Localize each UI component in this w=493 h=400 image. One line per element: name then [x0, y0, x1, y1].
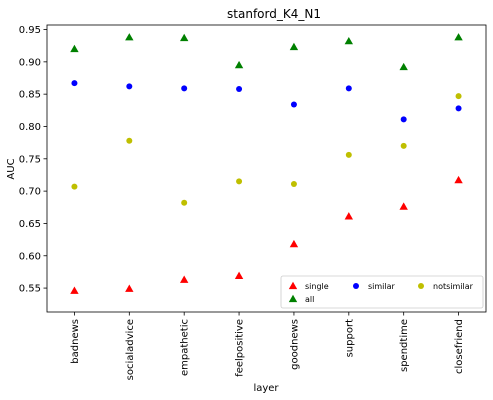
data-point-notsimilar [126, 137, 133, 144]
y-tick-label: 0.90 [19, 57, 41, 68]
data-point-similar [345, 85, 352, 92]
data-point-similar [455, 105, 462, 112]
legend-marker-single [288, 281, 298, 290]
data-point-single [125, 284, 134, 292]
legend-label-all: all [305, 295, 314, 304]
data-point-single [344, 212, 354, 220]
plot-area: 0.55 0.60 0.65 0.70 0.75 0.80 0.85 0.90 0.95 badn… [19, 24, 487, 380]
y-tick-label: 0.65 [19, 219, 41, 230]
legend-label-similar: similar [368, 282, 396, 291]
y-tick-label: 0.70 [19, 187, 41, 198]
data-point-similar [400, 116, 407, 123]
x-axis-label: layer [253, 383, 279, 394]
data-point-single [399, 202, 408, 210]
data-point-all [125, 33, 134, 41]
data-point-notsimilar [345, 151, 352, 158]
legend-marker-similar [353, 283, 359, 289]
legend-label-notsimilar: notsimilar [433, 282, 474, 291]
legend-box [280, 275, 484, 309]
x-tick-label: badnews [70, 319, 81, 364]
data-point-all [399, 62, 408, 71]
plot-frame [46, 24, 487, 313]
data-point-all [344, 36, 354, 45]
legend-label-single: single [305, 282, 329, 291]
x-tick-label: feelpositive [235, 319, 246, 377]
data-point-all [289, 42, 299, 51]
data-point-single [454, 175, 463, 184]
y-tick-label: 0.60 [19, 251, 41, 262]
chart-title: stanford_K4_N1 [227, 7, 321, 21]
y-tick-label: 0.80 [19, 122, 41, 133]
legend-entry-notsimilar: notsimilar [418, 282, 474, 291]
data-point-all [234, 60, 244, 69]
data-point-notsimilar [181, 199, 188, 206]
series-single [70, 175, 463, 294]
x-tick-label: support [344, 319, 355, 357]
x-tick-label: socialadvice [125, 319, 136, 380]
legend-marker-notsimilar [418, 283, 424, 289]
series-all [70, 33, 463, 71]
data-point-similar [126, 83, 133, 90]
legend-entry-similar: similar [353, 282, 396, 291]
data-point-single [234, 271, 244, 279]
x-tick-label: spendtime [399, 319, 410, 372]
data-point-single [289, 239, 299, 248]
y-axis-label: AUC [6, 158, 17, 179]
data-point-notsimilar [71, 183, 78, 190]
legend-entry-single: single [288, 281, 329, 291]
data-point-similar [181, 85, 188, 92]
series-similar [71, 80, 462, 123]
series-notsimilar [71, 93, 462, 206]
y-tick-label: 0.55 [19, 284, 41, 295]
x-tick-label: goodnews [289, 319, 300, 370]
data-point-all [179, 33, 189, 42]
legend-entry-all: all [288, 294, 314, 304]
data-point-similar [71, 80, 78, 87]
data-point-similar [236, 85, 243, 92]
data-point-all [454, 33, 463, 41]
legend: single all similar notsimilar [280, 275, 484, 309]
y-tick-label: 0.75 [19, 154, 41, 165]
legend-marker-all [288, 294, 298, 303]
data-point-all [70, 44, 79, 53]
x-tick-label: empathetic [180, 319, 191, 376]
y-tick-label: 0.85 [19, 90, 41, 101]
data-point-notsimilar [236, 178, 243, 185]
x-tick-label: closefriend [454, 319, 465, 374]
data-point-similar [290, 101, 297, 108]
y-tick-label: 0.95 [19, 25, 41, 36]
data-point-single [70, 286, 79, 294]
data-point-notsimilar [455, 93, 462, 100]
data-point-notsimilar [400, 142, 407, 149]
data-point-single [179, 275, 189, 283]
data-point-notsimilar [290, 181, 297, 188]
